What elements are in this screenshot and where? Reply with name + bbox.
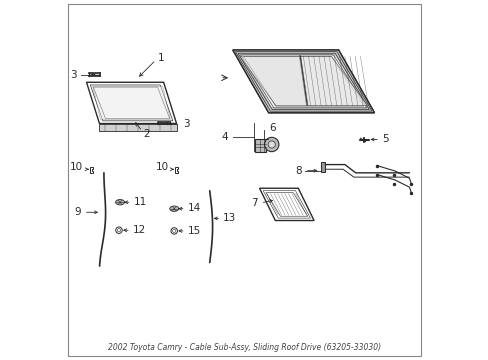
- Text: 4: 4: [221, 132, 228, 142]
- Circle shape: [267, 141, 275, 148]
- Ellipse shape: [115, 199, 124, 205]
- Polygon shape: [255, 139, 266, 152]
- Text: 1: 1: [158, 53, 164, 63]
- Polygon shape: [320, 162, 325, 172]
- Text: 10: 10: [155, 162, 168, 172]
- Text: 10: 10: [70, 162, 83, 172]
- Text: 3: 3: [70, 69, 77, 80]
- Text: 11: 11: [133, 197, 146, 207]
- Polygon shape: [241, 56, 366, 107]
- Polygon shape: [99, 123, 176, 131]
- Text: 15: 15: [187, 226, 201, 236]
- Circle shape: [264, 137, 278, 152]
- Text: 3: 3: [183, 120, 189, 129]
- Polygon shape: [300, 57, 366, 105]
- Text: 13: 13: [223, 213, 236, 223]
- Text: 2: 2: [143, 129, 150, 139]
- Polygon shape: [232, 50, 374, 113]
- Ellipse shape: [169, 206, 178, 211]
- Text: 2002 Toyota Camry - Cable Sub-Assy, Sliding Roof Drive (63205-33030): 2002 Toyota Camry - Cable Sub-Assy, Slid…: [108, 343, 380, 352]
- Polygon shape: [93, 86, 170, 120]
- Text: 7: 7: [250, 198, 257, 208]
- Text: 14: 14: [187, 203, 201, 213]
- Text: 12: 12: [133, 225, 146, 235]
- Text: 8: 8: [295, 166, 301, 176]
- Text: 6: 6: [268, 123, 275, 133]
- Text: 5: 5: [382, 135, 388, 144]
- Text: 9: 9: [74, 207, 81, 217]
- Polygon shape: [240, 57, 306, 105]
